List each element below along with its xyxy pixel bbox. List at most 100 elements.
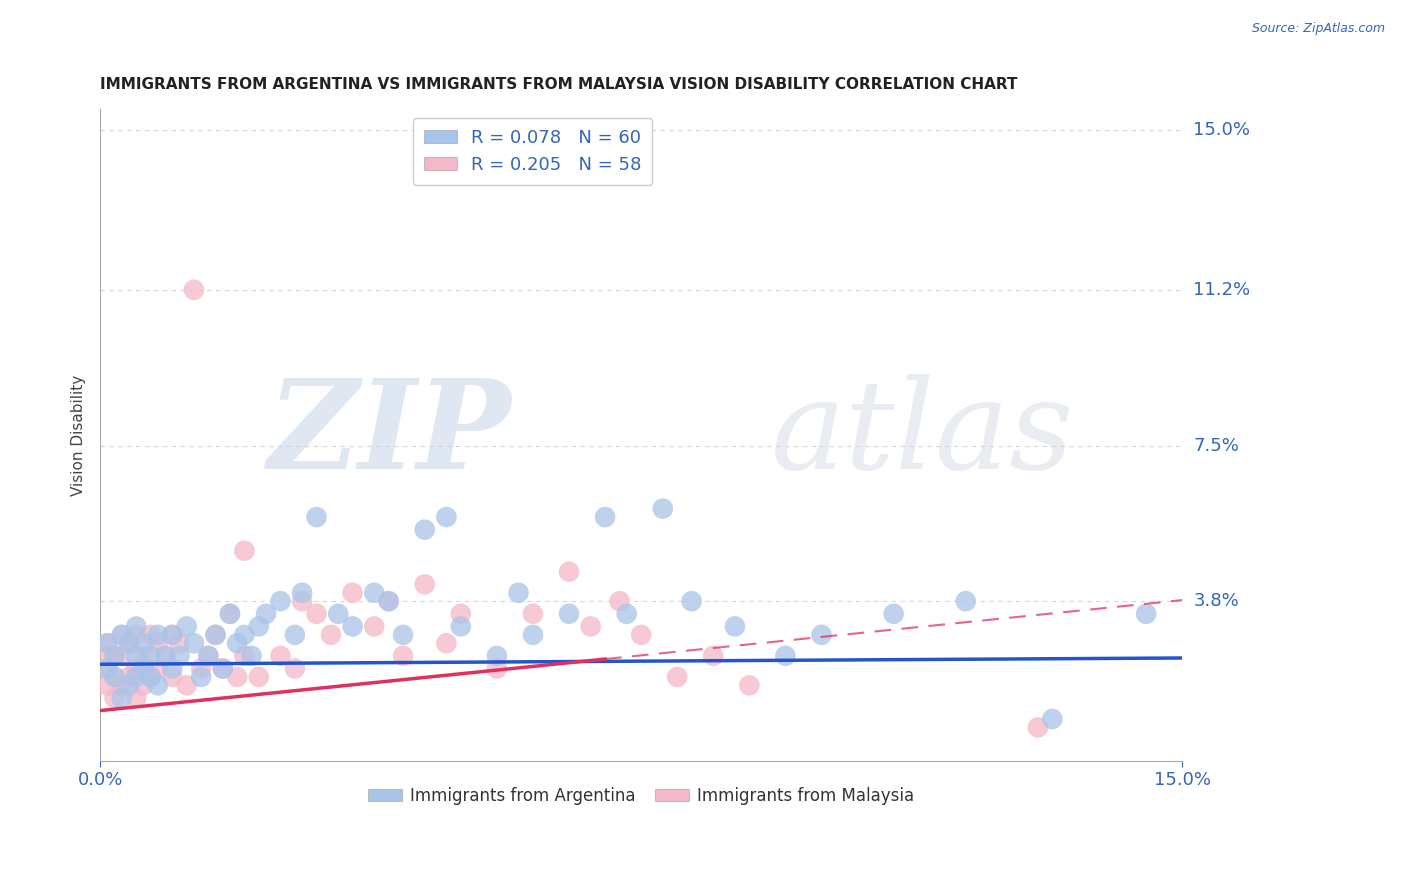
Point [162, 628, 184, 642]
Point [103, 648, 125, 663]
Point [183, 283, 205, 297]
Point [508, 586, 530, 600]
Point [96, 661, 118, 675]
Point [132, 678, 155, 692]
Point [724, 619, 747, 633]
Point [485, 648, 508, 663]
Point [125, 619, 148, 633]
Point [810, 628, 832, 642]
Point [291, 594, 314, 608]
Point [955, 594, 977, 608]
Point [103, 648, 125, 663]
Point [254, 607, 277, 621]
Point [377, 594, 399, 608]
Point [240, 648, 263, 663]
Text: atlas: atlas [770, 374, 1074, 496]
Point [392, 628, 415, 642]
Text: 15.0%: 15.0% [1194, 121, 1250, 139]
Point [392, 648, 415, 663]
Point [247, 670, 270, 684]
Point [162, 661, 184, 675]
Point [146, 628, 169, 642]
Point [103, 690, 125, 705]
Point [328, 607, 350, 621]
Point [522, 628, 544, 642]
Text: ZIP: ZIP [267, 375, 512, 496]
Point [434, 510, 457, 524]
Point [190, 670, 212, 684]
Text: Source: ZipAtlas.com: Source: ZipAtlas.com [1251, 22, 1385, 36]
Point [204, 628, 226, 642]
Point [176, 619, 198, 633]
Point [319, 628, 342, 642]
Point [169, 648, 191, 663]
Point [485, 661, 508, 675]
Point [103, 670, 125, 684]
Point [139, 648, 162, 663]
Point [132, 648, 155, 663]
Point [96, 661, 118, 675]
Point [132, 661, 155, 675]
Point [450, 607, 472, 621]
Point [118, 670, 141, 684]
Point [681, 594, 703, 608]
Point [111, 628, 134, 642]
Point [226, 636, 249, 650]
Point [233, 628, 256, 642]
Point [118, 636, 141, 650]
Point [284, 628, 307, 642]
Point [247, 619, 270, 633]
Point [111, 690, 134, 705]
Point [125, 648, 148, 663]
Point [111, 628, 134, 642]
Point [579, 619, 602, 633]
Point [738, 678, 761, 692]
Point [883, 607, 905, 621]
Point [146, 661, 169, 675]
Point [233, 648, 256, 663]
Point [593, 510, 616, 524]
Point [139, 670, 162, 684]
Point [197, 648, 219, 663]
Point [630, 628, 652, 642]
Point [183, 636, 205, 650]
Text: 11.2%: 11.2% [1194, 281, 1250, 299]
Point [284, 661, 307, 675]
Point [616, 607, 638, 621]
Point [162, 670, 184, 684]
Point [558, 607, 581, 621]
Point [125, 661, 148, 675]
Point [111, 648, 134, 663]
Point [609, 594, 631, 608]
Legend: Immigrants from Argentina, Immigrants from Malaysia: Immigrants from Argentina, Immigrants fr… [361, 780, 921, 812]
Point [342, 586, 364, 600]
Point [413, 577, 436, 591]
Point [666, 670, 689, 684]
Point [342, 619, 364, 633]
Point [125, 690, 148, 705]
Point [377, 594, 399, 608]
Point [139, 628, 162, 642]
Point [211, 661, 233, 675]
Text: 7.5%: 7.5% [1194, 436, 1239, 455]
Point [269, 594, 291, 608]
Point [305, 607, 328, 621]
Point [153, 648, 176, 663]
Point [1135, 607, 1157, 621]
Text: 3.8%: 3.8% [1194, 592, 1239, 610]
Point [558, 565, 581, 579]
Point [96, 636, 118, 650]
Point [153, 648, 176, 663]
Point [111, 678, 134, 692]
Point [204, 628, 226, 642]
Point [96, 648, 118, 663]
Point [146, 678, 169, 692]
Point [197, 648, 219, 663]
Point [219, 607, 242, 621]
Point [190, 661, 212, 675]
Point [363, 586, 385, 600]
Point [291, 586, 314, 600]
Point [434, 636, 457, 650]
Point [450, 619, 472, 633]
Point [103, 670, 125, 684]
